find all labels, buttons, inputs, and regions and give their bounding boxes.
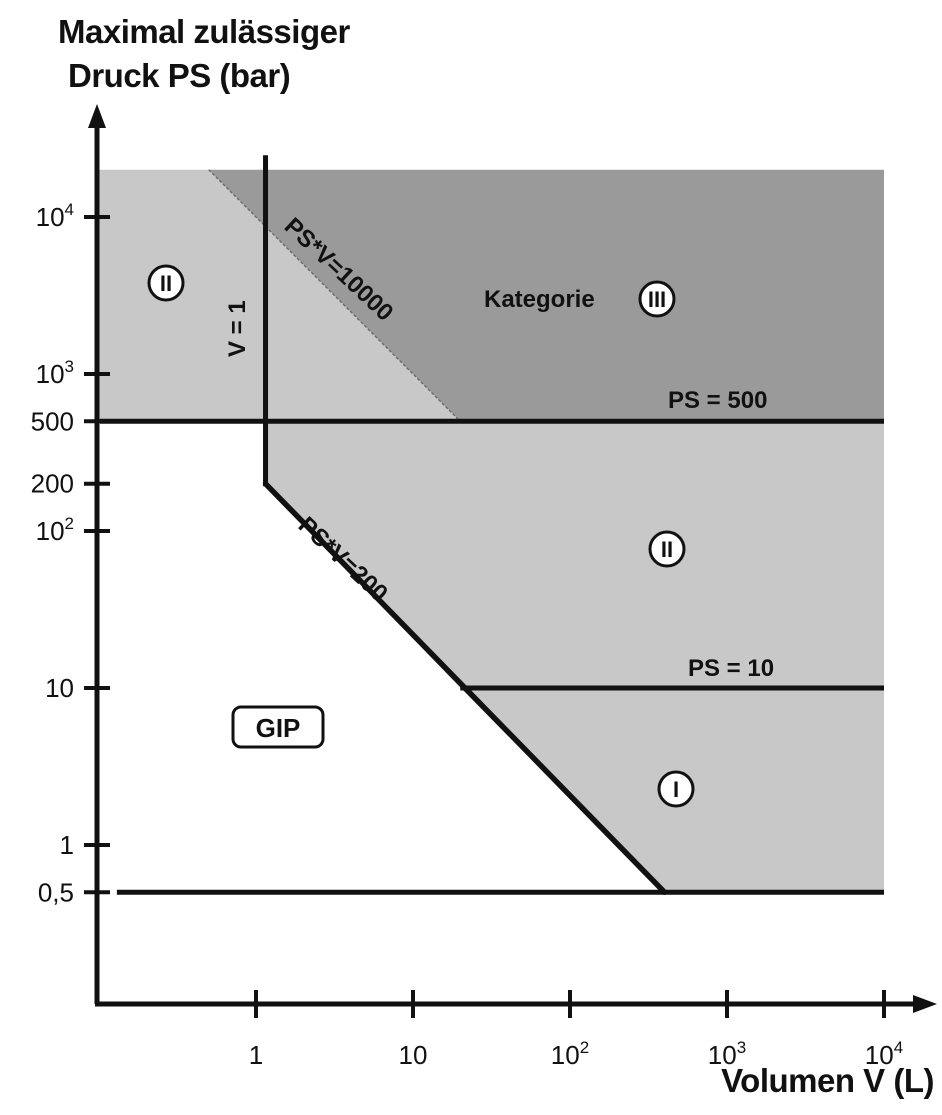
- line-ps-v-10000: [208, 169, 461, 422]
- line-ps-v-200: [262, 480, 668, 896]
- label-ps-10: PS = 10: [688, 655, 774, 682]
- y-tick-label-3: 102: [36, 514, 74, 546]
- region-category-3: [208, 169, 884, 422]
- x-axis-arrow: [913, 995, 937, 1013]
- x-tick-label-0: 1: [249, 1040, 263, 1070]
- label-kategorie: Kategorie: [484, 286, 595, 313]
- y-tick-label-6: 103: [36, 357, 74, 389]
- badge-category-2-middle-circle: [648, 530, 686, 568]
- badge-category-3-circle: [638, 280, 676, 318]
- label-ps-500: PS = 500: [668, 387, 767, 414]
- label-v-1: V = 1: [224, 300, 251, 357]
- y-tick-label-1: 1: [60, 830, 74, 860]
- y-axis-title: Maximal zulässiger Druck PS (bar): [58, 10, 350, 98]
- x-axis-title: Volumen V (L): [721, 1062, 934, 1099]
- y-axis-arrow: [88, 104, 106, 128]
- y-tick-label-7: 104: [36, 200, 74, 232]
- y-tick-label-4: 200: [31, 469, 74, 499]
- y-tick-label-5: 500: [31, 406, 74, 436]
- badge-category-2-middle-label: II: [661, 537, 673, 562]
- badge-gip-box: [231, 705, 325, 749]
- y-axis-title-line1: Maximal zulässiger: [58, 13, 350, 50]
- y-tick-label-0: 0,5: [38, 877, 74, 907]
- region-category-2-upper-left: [99, 169, 461, 422]
- badge-category-2-upper-label: II: [160, 271, 172, 296]
- badge-category-1-circle: [657, 770, 695, 808]
- badge-category-1-label: I: [673, 777, 679, 802]
- y-axis-title-line2: Druck PS (bar): [68, 57, 291, 94]
- region-category-2-middle: [265, 421, 884, 688]
- x-tick-label-2: 102: [551, 1038, 589, 1070]
- badge-category-3-label: III: [648, 287, 666, 312]
- y-tick-label-2: 10: [45, 673, 74, 703]
- x-tick-label-1: 10: [399, 1040, 428, 1070]
- badge-category-2-upper-circle: [147, 264, 185, 302]
- label-gip: GIP: [256, 713, 301, 743]
